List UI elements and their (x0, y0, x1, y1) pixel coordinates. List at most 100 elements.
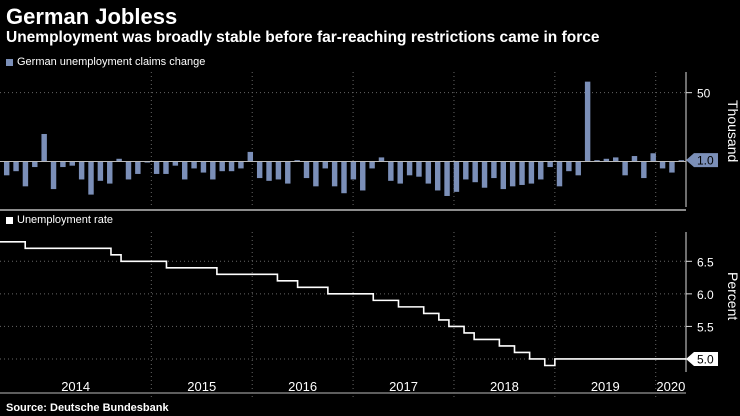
claims-bar (3, 161, 10, 176)
legend-rate: Unemployment rate (6, 214, 113, 226)
claims-bar (107, 161, 113, 184)
claims-bar (60, 161, 66, 168)
claims-bar (659, 161, 666, 169)
claims-bar (125, 161, 132, 180)
claims-bar (434, 161, 441, 191)
claims-bar (69, 161, 75, 166)
claims-bar (556, 161, 563, 187)
claims-bar (350, 161, 357, 180)
rate-last-value-box (686, 351, 718, 366)
claims-bar (622, 161, 628, 176)
claims-bar (88, 161, 94, 195)
claims-bar (294, 160, 300, 162)
claims-bar (453, 161, 460, 192)
claims-bar (97, 161, 104, 181)
claims-bar (331, 161, 338, 187)
claims-bar (116, 158, 122, 162)
claims-bar (669, 161, 675, 173)
claims-bar (219, 161, 225, 172)
top-y-axis-title: Thousand (725, 100, 740, 162)
claims-last-value-label: 1.0 (697, 154, 714, 168)
claims-bar (519, 161, 525, 185)
x-tick-label: 2015 (187, 379, 216, 394)
claims-bar (32, 161, 38, 168)
claims-bar (322, 161, 328, 169)
bottom-y-tick-label: 6.0 (697, 288, 714, 302)
claims-bar (594, 160, 600, 162)
claims-bar (153, 161, 160, 174)
claims-bar (463, 161, 469, 180)
claims-bar (13, 161, 19, 172)
claims-bar (341, 161, 347, 194)
legend-claims-swatch (6, 58, 13, 66)
claims-bar (200, 161, 207, 173)
claims-bar (181, 161, 188, 180)
bottom-y-axis-title: Percent (725, 272, 740, 320)
claims-bar (303, 161, 310, 179)
claims-bar (491, 161, 497, 179)
x-tick-label: 2020 (656, 379, 685, 394)
x-tick-label: 2016 (288, 379, 317, 394)
rate-last-value-label: 5.0 (697, 352, 714, 366)
claims-bar (425, 161, 432, 184)
claims-bar (584, 81, 591, 162)
top-y-tick-label: 50 (697, 87, 711, 101)
claims-bar (369, 161, 375, 169)
bottom-y-tick-label: 5.5 (697, 320, 714, 334)
claims-bar (528, 161, 535, 184)
claims-bar (285, 161, 291, 184)
claims-bar (238, 161, 244, 169)
claims-bar (631, 156, 638, 162)
claims-bar (538, 161, 544, 180)
claims-bar (275, 161, 282, 180)
claims-bar (509, 161, 516, 187)
claims-bar (313, 161, 319, 187)
claims-bar (472, 161, 478, 183)
claims-bar (678, 160, 685, 162)
source-note: Source: Deutsche Bundesbank (6, 402, 169, 414)
claims-bar (500, 161, 507, 190)
claims-bar (444, 161, 450, 196)
claims-bar (360, 161, 366, 191)
claims-bar (266, 161, 272, 181)
x-tick-label: 2019 (591, 379, 620, 394)
claims-bar (547, 161, 553, 168)
claims-bar (406, 161, 413, 176)
x-tick-label: 2018 (490, 379, 519, 394)
claims-bar (650, 153, 656, 162)
claims-bar (172, 161, 179, 166)
x-tick-label: 2017 (389, 379, 418, 394)
claims-bar (378, 157, 385, 162)
claims-bar (388, 161, 394, 181)
claims-bar (191, 161, 197, 169)
claims-bar (613, 157, 619, 162)
claims-bar (41, 133, 47, 162)
legend-claims: German unemployment claims change (6, 56, 205, 68)
claims-bar (566, 161, 572, 172)
x-tick-label: 2014 (61, 379, 90, 394)
claims-bar (416, 161, 422, 177)
claims-bar (228, 161, 235, 172)
unemployment-rate-line (0, 240, 686, 367)
claims-bar (22, 161, 29, 187)
claims-bar (135, 161, 141, 174)
claims-bar (50, 161, 57, 190)
claims-bar (397, 161, 403, 184)
chart-subtitle: Unemployment was broadly stable before f… (6, 29, 600, 46)
claims-bar (256, 161, 263, 179)
claims-bar (641, 161, 647, 179)
claims-bar (210, 161, 216, 180)
claims-bar (481, 161, 488, 188)
claims-last-value-box (686, 153, 718, 168)
chart-title: German Jobless (6, 4, 178, 29)
claims-bar (247, 151, 254, 162)
claims-bar (575, 161, 581, 176)
claims-bar (78, 161, 85, 180)
bottom-y-tick-label: 6.5 (697, 255, 714, 269)
claims-bar (603, 158, 610, 162)
claims-bar (163, 161, 169, 174)
legend-claims-label: German unemployment claims change (17, 56, 206, 68)
legend-rate-label: Unemployment rate (17, 214, 113, 226)
legend-rate-swatch (6, 216, 13, 224)
